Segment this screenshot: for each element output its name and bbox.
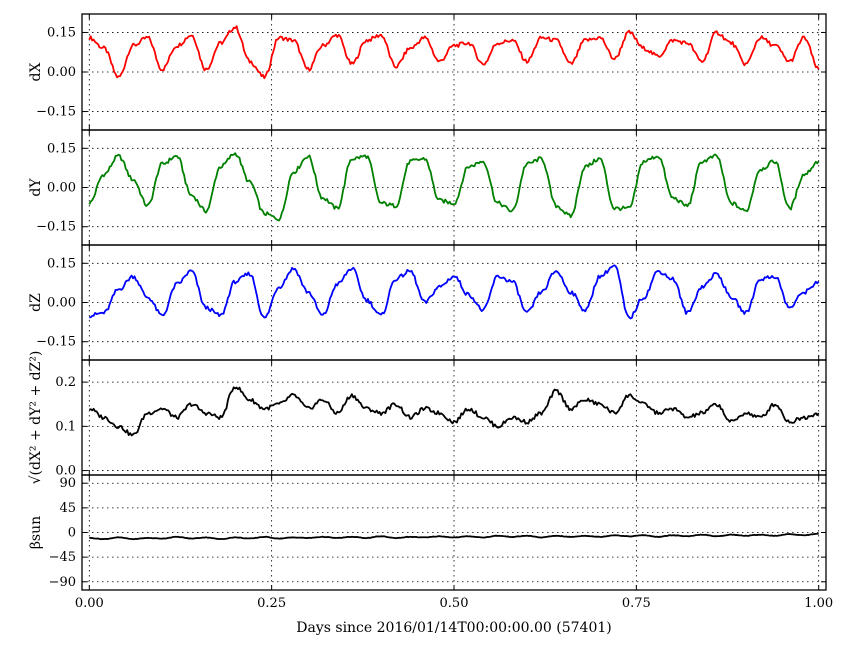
y-axis-label: dY — [28, 178, 44, 197]
panel-frame — [81, 244, 827, 361]
panel-5: 90 45 0 −45 −90 βsun — [28, 474, 827, 591]
panel-frame — [81, 13, 827, 131]
y-tick-label: −0.15 — [36, 335, 76, 350]
y-tick-label: −90 — [49, 575, 76, 590]
y-tick-label: 0.15 — [47, 141, 76, 156]
series-line — [88, 152, 820, 222]
y-tick-label: 0.00 — [47, 181, 76, 196]
y-tick-label: −0.15 — [36, 105, 76, 120]
x-tick-label: 1.00 — [804, 596, 833, 611]
y-axis-label: √(dX² + dY² + dZ²) — [28, 351, 44, 485]
y-axis-label: dZ — [28, 293, 44, 312]
x-axis-label: Days since 2016/01/14T00:00:00.00 (57401… — [296, 620, 611, 636]
y-tick-label: 90 — [59, 476, 76, 491]
series-line — [88, 25, 820, 80]
y-tick-label: 0.00 — [47, 65, 76, 80]
x-tick-label: 0.25 — [257, 596, 286, 611]
x-tick-label: 0.75 — [622, 596, 651, 611]
y-tick-label: 0.0 — [55, 464, 76, 479]
panels: 0.150.00−0.15dX0.150.00−0.15dY0.150.00−0… — [28, 13, 833, 611]
panel-frame — [81, 359, 827, 476]
y-tick-label: 0 — [68, 526, 76, 541]
y-tick-label: 45 — [59, 501, 76, 516]
series-line — [89, 386, 820, 437]
y-tick-label: 0.1 — [55, 419, 76, 434]
y-tick-label: −45 — [49, 550, 76, 565]
series-line — [89, 264, 820, 320]
panel-4: 0.2 0.1 0.0 √(dX² + dY² + dZ²) — [28, 351, 827, 485]
y-tick-label: 0.15 — [47, 25, 76, 40]
y-axis-label: dX — [28, 63, 44, 82]
panel-1: 0.15 0.00 −0.15 dX — [28, 13, 827, 131]
y-tick-label: 0.00 — [47, 296, 76, 311]
x-tick-label: 0.00 — [75, 596, 104, 611]
y-tick-label: 0.2 — [55, 375, 76, 390]
y-tick-label: 0.15 — [47, 256, 76, 271]
x-tick-label: 0.50 — [440, 596, 469, 611]
panel-frame — [81, 129, 827, 246]
panel-2: 0.15 0.00 −0.15 dY — [28, 129, 827, 246]
series-line — [89, 532, 819, 541]
y-axis-label: βsun — [28, 516, 44, 549]
panel-3: 0.15 0.00 −0.15 dZ — [28, 244, 827, 361]
panel-frame — [81, 474, 827, 591]
y-tick-label: −0.15 — [36, 220, 76, 235]
